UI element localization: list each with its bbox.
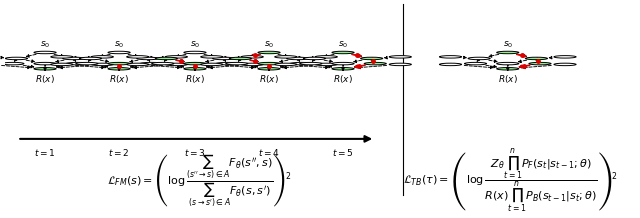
Ellipse shape xyxy=(92,63,113,66)
Ellipse shape xyxy=(332,51,354,54)
Text: $R(x)$: $R(x)$ xyxy=(333,73,353,85)
Ellipse shape xyxy=(156,57,177,60)
Text: $s_0$: $s_0$ xyxy=(338,39,348,50)
Text: $t=4$: $t=4$ xyxy=(258,147,280,158)
Ellipse shape xyxy=(34,68,56,70)
Ellipse shape xyxy=(468,57,490,60)
Ellipse shape xyxy=(66,62,88,65)
Ellipse shape xyxy=(497,68,519,70)
Ellipse shape xyxy=(315,63,337,66)
Ellipse shape xyxy=(216,62,238,65)
Ellipse shape xyxy=(275,63,297,66)
Ellipse shape xyxy=(275,56,297,58)
Ellipse shape xyxy=(152,62,174,65)
Ellipse shape xyxy=(34,62,56,65)
Ellipse shape xyxy=(229,57,252,60)
Ellipse shape xyxy=(332,62,354,65)
Ellipse shape xyxy=(184,51,206,54)
Text: $\mathcal{L}_{FM}(s) = \left(\log \dfrac{\sum_{(s'' \to s) \in A} F_\theta(s'', : $\mathcal{L}_{FM}(s) = \left(\log \dfrac… xyxy=(107,153,291,209)
Text: $s_0$: $s_0$ xyxy=(264,39,274,50)
Ellipse shape xyxy=(389,56,412,58)
Text: $t=3$: $t=3$ xyxy=(184,147,206,158)
Ellipse shape xyxy=(127,63,149,66)
Text: $R(x)$: $R(x)$ xyxy=(109,73,129,85)
Text: $R(x)$: $R(x)$ xyxy=(185,73,205,85)
Ellipse shape xyxy=(51,56,73,58)
Ellipse shape xyxy=(79,57,102,60)
Text: $s_0$: $s_0$ xyxy=(114,39,124,50)
Ellipse shape xyxy=(201,63,223,66)
Ellipse shape xyxy=(165,63,188,66)
Ellipse shape xyxy=(184,68,206,70)
Ellipse shape xyxy=(554,56,576,58)
Ellipse shape xyxy=(389,63,412,66)
Ellipse shape xyxy=(364,62,387,65)
Ellipse shape xyxy=(332,68,354,70)
Ellipse shape xyxy=(465,62,486,65)
Ellipse shape xyxy=(440,56,461,58)
Ellipse shape xyxy=(440,63,461,66)
Ellipse shape xyxy=(303,57,326,60)
Ellipse shape xyxy=(108,62,130,65)
Text: $s_0$: $s_0$ xyxy=(190,39,200,50)
Text: $s_0$: $s_0$ xyxy=(502,39,513,50)
Ellipse shape xyxy=(140,62,163,65)
Text: $s_0$: $s_0$ xyxy=(40,39,50,50)
Ellipse shape xyxy=(51,63,73,66)
Ellipse shape xyxy=(184,62,206,65)
Ellipse shape xyxy=(258,62,280,65)
Ellipse shape xyxy=(360,57,383,60)
Ellipse shape xyxy=(497,51,519,54)
Text: $R(x)$: $R(x)$ xyxy=(498,73,518,85)
Ellipse shape xyxy=(315,56,337,58)
Ellipse shape xyxy=(258,68,280,70)
Ellipse shape xyxy=(92,56,113,58)
Ellipse shape xyxy=(63,57,84,60)
Ellipse shape xyxy=(136,57,159,60)
Ellipse shape xyxy=(108,68,130,70)
Ellipse shape xyxy=(212,57,235,60)
Ellipse shape xyxy=(554,63,576,66)
Ellipse shape xyxy=(241,56,263,58)
Ellipse shape xyxy=(76,62,98,65)
Ellipse shape xyxy=(5,57,28,60)
Text: $\mathcal{L}_{TB}(\tau) = \left(\log \dfrac{Z_\theta \prod_{t=1}^{n} P_F(s_t | s: $\mathcal{L}_{TB}(\tau) = \left(\log \df… xyxy=(403,148,618,215)
Ellipse shape xyxy=(290,62,312,65)
Ellipse shape xyxy=(108,51,130,54)
Text: $t=1$: $t=1$ xyxy=(35,147,56,158)
Ellipse shape xyxy=(241,63,263,66)
Ellipse shape xyxy=(258,51,280,54)
Text: $R(x)$: $R(x)$ xyxy=(259,73,279,85)
Ellipse shape xyxy=(497,62,519,65)
Ellipse shape xyxy=(201,56,223,58)
Ellipse shape xyxy=(300,62,322,65)
Text: $t=2$: $t=2$ xyxy=(108,147,130,158)
Ellipse shape xyxy=(127,56,149,58)
Text: $R(x)$: $R(x)$ xyxy=(35,73,55,85)
Ellipse shape xyxy=(226,62,248,65)
Ellipse shape xyxy=(525,57,547,60)
Ellipse shape xyxy=(165,56,188,58)
Text: $t=5$: $t=5$ xyxy=(332,147,354,158)
Ellipse shape xyxy=(529,62,551,65)
Ellipse shape xyxy=(2,62,24,65)
Ellipse shape xyxy=(287,57,308,60)
Ellipse shape xyxy=(34,51,56,54)
